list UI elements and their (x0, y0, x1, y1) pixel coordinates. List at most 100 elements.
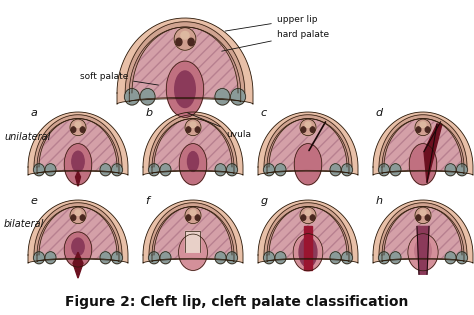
Ellipse shape (75, 210, 81, 215)
Ellipse shape (75, 122, 81, 127)
Ellipse shape (264, 252, 274, 264)
Ellipse shape (185, 207, 201, 224)
Ellipse shape (299, 238, 317, 267)
Ellipse shape (125, 89, 139, 105)
Polygon shape (125, 22, 245, 93)
Ellipse shape (341, 164, 353, 176)
Polygon shape (382, 119, 464, 174)
Ellipse shape (416, 127, 421, 132)
Polygon shape (149, 203, 237, 255)
Polygon shape (37, 119, 119, 174)
Polygon shape (117, 18, 253, 104)
Ellipse shape (420, 122, 426, 127)
Polygon shape (267, 119, 349, 174)
Text: hard palate: hard palate (222, 30, 329, 51)
Text: f: f (146, 196, 149, 205)
Ellipse shape (179, 234, 208, 270)
Ellipse shape (195, 127, 200, 132)
Polygon shape (28, 200, 128, 263)
Ellipse shape (341, 252, 353, 264)
Polygon shape (34, 115, 122, 167)
Text: upper lip: upper lip (225, 15, 317, 31)
Ellipse shape (300, 119, 316, 136)
Text: g: g (261, 196, 268, 205)
Ellipse shape (408, 234, 438, 271)
Polygon shape (373, 200, 473, 263)
Ellipse shape (100, 252, 111, 264)
Ellipse shape (34, 164, 45, 176)
Polygon shape (379, 203, 467, 255)
Ellipse shape (390, 164, 401, 176)
Polygon shape (152, 207, 234, 261)
Polygon shape (258, 200, 358, 263)
Ellipse shape (379, 164, 390, 176)
Ellipse shape (293, 234, 323, 271)
Polygon shape (424, 124, 442, 182)
Ellipse shape (190, 122, 196, 127)
Polygon shape (34, 203, 122, 255)
Ellipse shape (80, 127, 85, 132)
Polygon shape (267, 207, 349, 261)
Ellipse shape (72, 151, 84, 172)
Text: b: b (146, 107, 153, 117)
Ellipse shape (445, 252, 456, 264)
Ellipse shape (80, 215, 85, 220)
Ellipse shape (300, 207, 316, 224)
Ellipse shape (160, 252, 171, 264)
Text: uvula: uvula (188, 113, 251, 139)
Ellipse shape (456, 252, 467, 264)
Polygon shape (417, 226, 429, 274)
Ellipse shape (188, 38, 194, 46)
Ellipse shape (305, 122, 311, 127)
Ellipse shape (215, 252, 226, 264)
Polygon shape (149, 115, 237, 167)
Text: a: a (30, 107, 37, 117)
Ellipse shape (111, 252, 122, 264)
Polygon shape (152, 119, 234, 174)
Text: unilateral: unilateral (4, 132, 50, 142)
Text: Figure 2: Cleft lip, cleft palate classification: Figure 2: Cleft lip, cleft palate classi… (65, 295, 409, 309)
Ellipse shape (275, 252, 286, 264)
Ellipse shape (175, 71, 195, 107)
Ellipse shape (190, 210, 196, 215)
FancyBboxPatch shape (185, 231, 201, 252)
Ellipse shape (45, 252, 56, 264)
Text: bilateral: bilateral (4, 219, 45, 229)
Ellipse shape (305, 210, 311, 215)
Ellipse shape (330, 252, 341, 264)
Ellipse shape (294, 144, 322, 185)
Ellipse shape (301, 127, 306, 132)
Ellipse shape (148, 252, 159, 264)
Ellipse shape (186, 127, 191, 132)
Ellipse shape (140, 89, 155, 105)
Ellipse shape (425, 215, 430, 220)
Ellipse shape (330, 164, 341, 176)
Ellipse shape (416, 215, 421, 220)
Ellipse shape (71, 215, 76, 220)
Polygon shape (37, 207, 119, 261)
Text: h: h (375, 196, 383, 205)
Ellipse shape (179, 144, 207, 185)
Ellipse shape (379, 252, 390, 264)
Ellipse shape (160, 164, 171, 176)
Polygon shape (73, 252, 83, 278)
Ellipse shape (148, 164, 159, 176)
Polygon shape (304, 226, 312, 270)
Text: soft palate: soft palate (80, 72, 158, 85)
Text: e: e (30, 196, 37, 205)
Ellipse shape (174, 28, 196, 50)
Ellipse shape (166, 61, 204, 117)
Polygon shape (129, 27, 241, 102)
Ellipse shape (181, 32, 189, 39)
Ellipse shape (409, 144, 437, 185)
Ellipse shape (215, 89, 230, 105)
Polygon shape (143, 112, 243, 175)
Ellipse shape (186, 215, 191, 220)
Ellipse shape (415, 207, 431, 224)
Ellipse shape (64, 144, 92, 185)
Polygon shape (264, 115, 352, 167)
Ellipse shape (64, 232, 92, 267)
Polygon shape (258, 112, 358, 175)
Ellipse shape (45, 164, 56, 176)
Ellipse shape (420, 210, 426, 215)
